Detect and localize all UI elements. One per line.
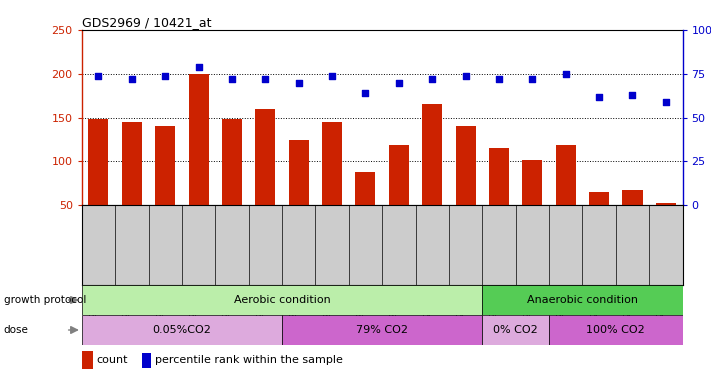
Point — [393, 80, 405, 86]
Text: Anaerobic condition: Anaerobic condition — [527, 295, 638, 305]
Bar — [322, 122, 342, 205]
Text: 0% CO2: 0% CO2 — [493, 325, 538, 335]
Point — [661, 99, 672, 105]
Point — [260, 76, 271, 82]
Bar — [389, 145, 409, 205]
Bar — [282, 315, 482, 345]
Bar — [356, 172, 375, 205]
Bar — [489, 148, 509, 205]
Bar — [422, 104, 442, 205]
Point — [594, 93, 605, 99]
Point — [627, 92, 638, 98]
Point — [193, 64, 204, 70]
Text: growth protocol: growth protocol — [4, 295, 86, 305]
Point — [293, 80, 304, 86]
Bar — [88, 119, 109, 205]
Bar — [556, 145, 576, 205]
Bar — [222, 119, 242, 205]
Bar — [656, 203, 676, 205]
Bar — [188, 74, 208, 205]
Bar — [82, 351, 92, 369]
Point — [126, 76, 137, 82]
Bar — [456, 126, 476, 205]
Text: percentile rank within the sample: percentile rank within the sample — [155, 355, 343, 365]
Bar — [141, 352, 151, 368]
Bar — [623, 190, 643, 205]
Bar — [82, 285, 482, 315]
Bar — [523, 159, 542, 205]
Point — [159, 72, 171, 78]
Text: 100% CO2: 100% CO2 — [587, 325, 645, 335]
Point — [427, 76, 438, 82]
Text: 0.05%CO2: 0.05%CO2 — [152, 325, 211, 335]
Bar — [482, 285, 683, 315]
Bar — [589, 192, 609, 205]
Text: count: count — [97, 355, 128, 365]
Bar — [82, 315, 282, 345]
Bar — [155, 126, 175, 205]
Bar — [549, 315, 683, 345]
Point — [460, 72, 471, 78]
Text: dose: dose — [4, 325, 28, 335]
Point — [92, 72, 104, 78]
Bar — [289, 140, 309, 205]
Text: 79% CO2: 79% CO2 — [356, 325, 408, 335]
Point — [326, 72, 338, 78]
Point — [360, 90, 371, 96]
Point — [527, 76, 538, 82]
Text: GDS2969 / 10421_at: GDS2969 / 10421_at — [82, 16, 211, 29]
Bar — [122, 122, 141, 205]
Bar — [482, 315, 549, 345]
Point — [226, 76, 237, 82]
Point — [560, 71, 572, 77]
Point — [493, 76, 505, 82]
Text: Aerobic condition: Aerobic condition — [234, 295, 331, 305]
Bar — [255, 109, 275, 205]
